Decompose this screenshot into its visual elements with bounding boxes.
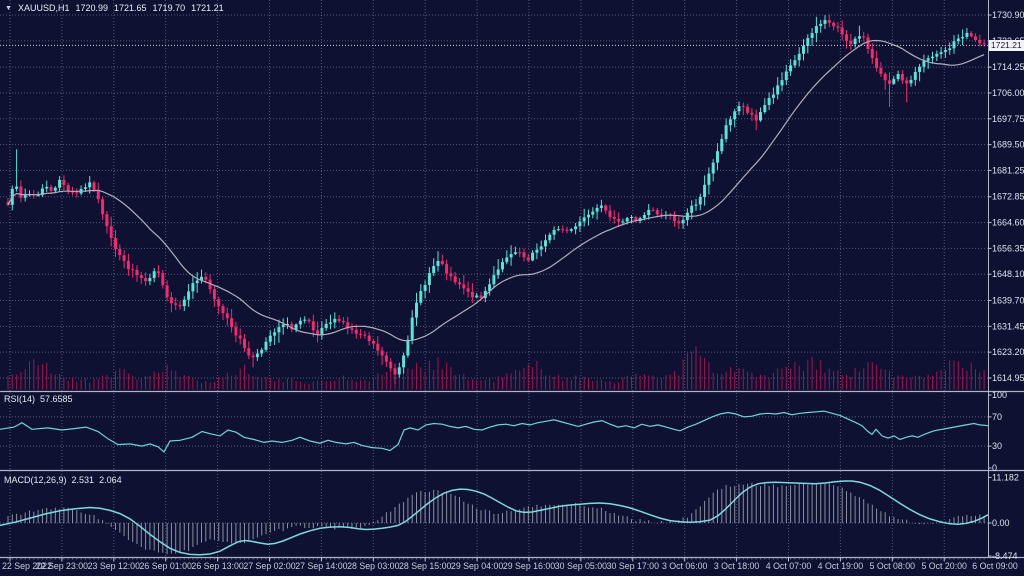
time-tick-label: 4 Oct 19:00 (818, 561, 864, 571)
time-tick-label: 26 Sep 13:00 (191, 561, 243, 571)
pane-separators (0, 0, 1024, 559)
time-tick-label: 29 Sep 04:00 (451, 561, 503, 571)
time-tick-label: 30 Sep 05:00 (555, 561, 607, 571)
time-tick-label: 3 Oct 18:00 (714, 561, 760, 571)
ohlc-close: 1721.21 (191, 3, 224, 13)
rsi-axis-labels: 100 70 30 0 (988, 390, 1007, 473)
time-tick-label: 27 Sep 02:00 (243, 561, 295, 571)
time-tick-label: 27 Sep 14:00 (295, 561, 347, 571)
rsi-tick-label: 100 (992, 390, 1007, 400)
ohlc-high: 1721.65 (114, 3, 147, 13)
price-tick-label: 1656.35 (992, 243, 1024, 253)
macd-value: 2.531 (71, 475, 95, 485)
symbol-dropdown-icon[interactable]: ▼ (5, 4, 12, 12)
price-tick-label: 1730.90 (992, 10, 1024, 20)
price-tick-label: 1706.00 (992, 88, 1024, 98)
ohlc-open: 1720.99 (75, 3, 108, 13)
volume-layer (7, 346, 985, 390)
time-tick-label: 26 Sep 01:00 (140, 561, 192, 571)
price-tick-label: 1714.25 (992, 62, 1024, 72)
price-tick-label: 1631.45 (992, 321, 1024, 331)
ma-line (7, 39, 985, 342)
rsi-line (0, 410, 989, 453)
price-axis-labels: 1730.901722.651714.251706.001697.751689.… (988, 10, 1024, 383)
symbol-ohlc-label: ▼ XAUUSD,H1 1720.99 1721.65 1719.70 1721… (5, 3, 224, 13)
macd-tick-label: -8.474 (992, 551, 1018, 561)
macd-name: MACD(12,26,9) (4, 475, 67, 485)
time-tick-label: 28 Sep 03:00 (347, 561, 399, 571)
time-tick-label: 5 Oct 08:00 (870, 561, 916, 571)
price-tick-label: 1648.10 (992, 269, 1024, 279)
macd-indicator-label: MACD(12,26,9) 2.531 2.064 (4, 475, 127, 485)
ohlc-low: 1719.70 (152, 3, 186, 13)
price-tick-label: 1689.50 (992, 140, 1024, 150)
time-tick-label: 23 Sep 12:00 (88, 561, 140, 571)
time-tick-label: 30 Sep 17:00 (607, 561, 659, 571)
macd-tick-label: 11.182 (992, 472, 1019, 482)
rsi-tick-label: 0 (992, 463, 997, 473)
symbol-timeframe: XAUUSD,H1 (17, 3, 70, 13)
time-tick-label: 22 Sep 2022 (2, 561, 52, 571)
macd-axis-labels: 11.182 0.00 -8.474 (988, 472, 1019, 561)
macd-signal-line (0, 480, 989, 556)
rsi-value: 57.6585 (40, 394, 73, 404)
time-tick-label: 3 Oct 06:00 (662, 561, 708, 571)
price-tick-label: 1664.60 (992, 218, 1024, 228)
time-tick-label: 22 Sep 23:00 (36, 561, 88, 571)
time-tick-label: 5 Oct 20:00 (921, 561, 967, 571)
price-tick-label: 1672.85 (992, 192, 1024, 202)
macd-histogram (7, 482, 985, 555)
price-tick-label: 1697.75 (992, 114, 1024, 124)
time-tick-label: 4 Oct 07:00 (766, 561, 812, 571)
price-tick-label: 1614.95 (992, 373, 1024, 383)
rsi-tick-label: 30 (992, 441, 1002, 451)
rsi-name: RSI(14) (4, 394, 36, 404)
macd-signal-value: 2.064 (99, 475, 122, 485)
rsi-tick-label: 70 (992, 412, 1002, 422)
price-tick-label: 1639.70 (992, 296, 1024, 306)
candles-layer (6, 14, 986, 385)
time-tick-label: 29 Sep 16:00 (503, 561, 555, 571)
price-tick-label: 1681.25 (992, 165, 1024, 175)
macd-tick-label: 0.00 (992, 518, 1010, 528)
current-price-tag: 1721.21 (989, 40, 1024, 51)
time-tick-label: 6 Oct 09:00 (972, 561, 1018, 571)
price-tick-label: 1623.20 (992, 347, 1024, 357)
rsi-indicator-label: RSI(14) 57.6585 (4, 394, 78, 404)
time-tick-label: 28 Sep 15:00 (399, 561, 451, 571)
